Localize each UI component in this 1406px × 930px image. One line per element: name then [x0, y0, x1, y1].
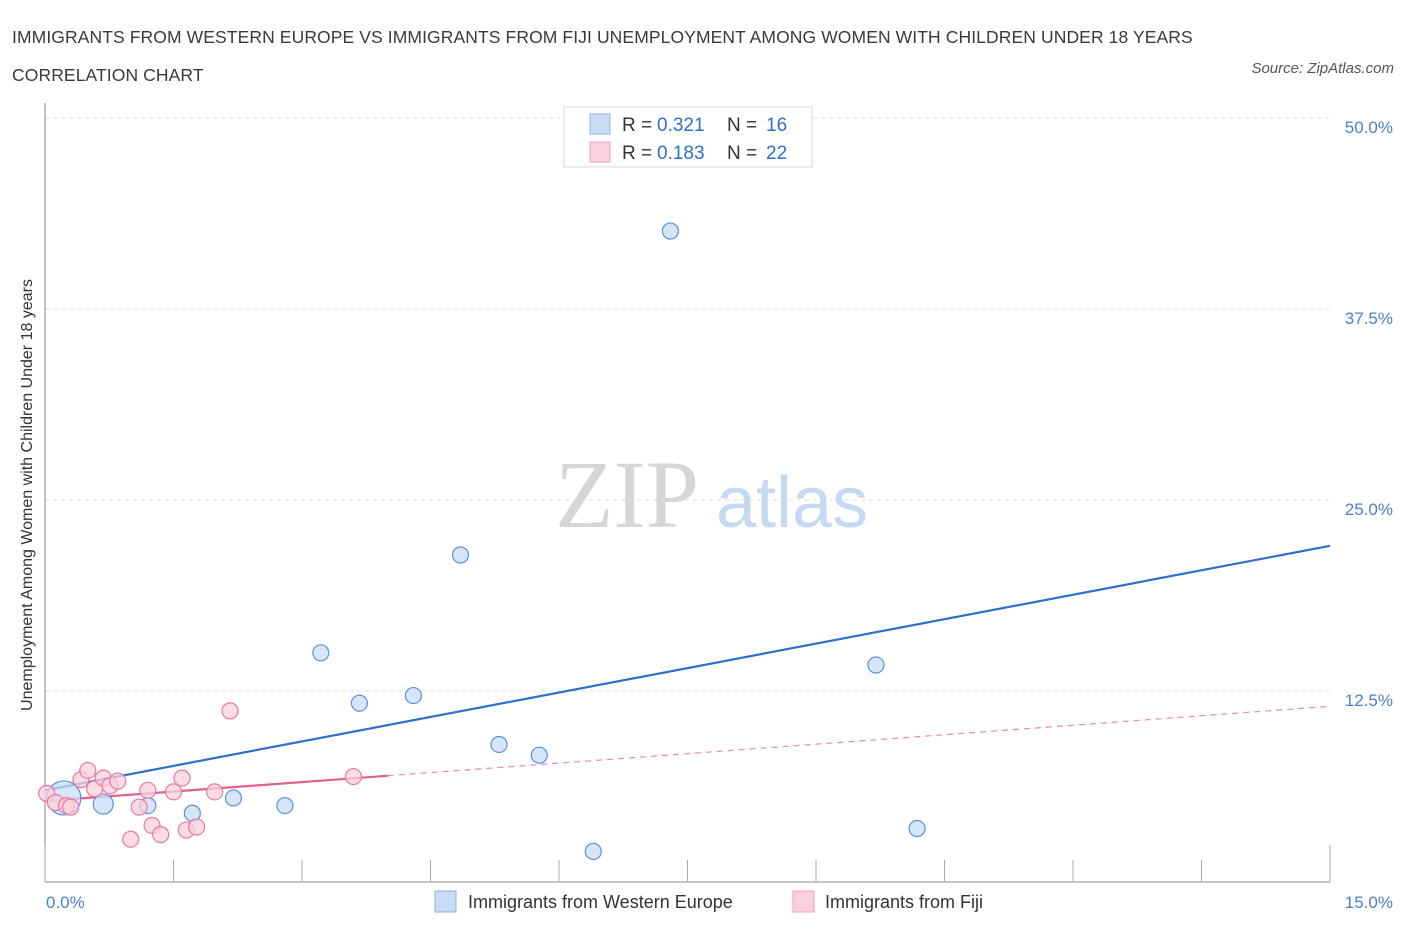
point-series0-7 [350, 694, 368, 712]
point-series1-15 [164, 783, 183, 801]
trend-line-western-europe [44, 544, 1331, 792]
point-series0-15 [908, 819, 926, 838]
trend-line-fiji-dashed [387, 705, 1331, 777]
point-series0-13 [661, 222, 679, 240]
legend-r-value-1: 0.321 [657, 115, 705, 136]
chart-title: IMMIGRANTS FROM WESTERN EUROPE VS IMMIGR… [12, 27, 1193, 85]
bottom-legend-fiji: Immigrants from Fiji [825, 892, 983, 912]
legend-n-value-1: 16 [766, 115, 787, 136]
legend-r-label-1: R = [622, 115, 652, 136]
y-tick-label-1: 25.0% [1345, 500, 1393, 519]
point-series0-5 [276, 796, 294, 815]
point-series1-9 [109, 772, 127, 790]
point-series0-9 [451, 546, 470, 564]
point-series0-14 [867, 656, 885, 674]
point-series0-8 [404, 686, 422, 705]
point-series1-19 [206, 783, 224, 801]
x-tick-label-1: 15.0% [1345, 893, 1393, 912]
point-series1-3 [62, 798, 80, 816]
legend-n-label-1: N = [727, 115, 757, 136]
point-series0-4 [224, 789, 243, 807]
legend-n-label-2: N = [727, 143, 757, 164]
bottom-legend-swatch-western-europe [434, 890, 457, 913]
legend-swatch-western-europe [589, 113, 611, 135]
point-series0-12 [584, 842, 602, 861]
point-series0-1 [92, 793, 114, 815]
point-series1-18 [188, 818, 206, 836]
bottom-legend-western-europe: Immigrants from Western Europe [468, 892, 733, 912]
point-series1-14 [152, 826, 170, 844]
point-series1-12 [139, 781, 157, 799]
watermark-zip: ZIP [555, 441, 699, 548]
point-series1-11 [130, 798, 148, 816]
point-series1-21 [344, 767, 362, 786]
point-series0-6 [312, 644, 330, 662]
source-label: Source: ZipAtlas.com [1251, 60, 1394, 77]
gridlines [45, 117, 1330, 692]
legend: R = 0.321 N = 16 R = 0.183 N = 22 [563, 106, 813, 168]
watermark-atlas: atlas [716, 463, 868, 543]
axes [44, 103, 1331, 883]
legend-r-value-2: 0.183 [657, 143, 705, 164]
point-series1-16 [173, 769, 191, 787]
point-series1-10 [122, 830, 140, 848]
legend-swatch-fiji [589, 141, 611, 163]
legend-n-value-2: 22 [766, 143, 787, 164]
point-series0-10 [490, 735, 508, 754]
data-points [38, 222, 926, 861]
y-tick-label-2: 37.5% [1345, 309, 1393, 328]
bottom-legend: Immigrants from Western Europe Immigrant… [434, 890, 983, 913]
tick-labels: 12.5% 25.0% 37.5% 50.0% 0.0% 15.0% [46, 118, 1393, 912]
trend-lines [44, 544, 1331, 803]
point-series1-5 [79, 761, 97, 780]
x-tick-label-0: 0.0% [46, 893, 85, 912]
y-tick-label-3: 50.0% [1345, 118, 1393, 137]
y-tick-label-0: 12.5% [1345, 691, 1393, 710]
point-series0-11 [530, 746, 548, 764]
point-series1-20 [221, 702, 239, 720]
bottom-legend-swatch-fiji [792, 890, 815, 913]
legend-r-label-2: R = [622, 143, 652, 164]
